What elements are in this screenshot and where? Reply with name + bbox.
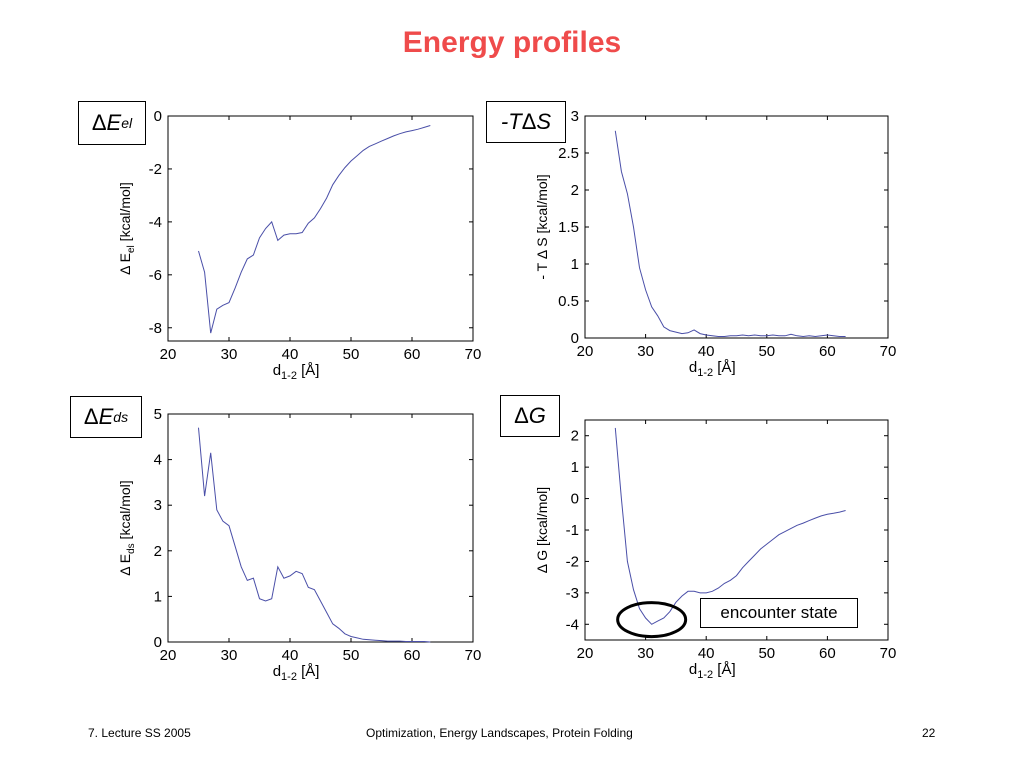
x-tick-label: 20 [160,346,177,363]
plot-panel-2: 20 30 40 50 60 70 0 0.5 1 1.5 2 2.5 3 d1-2 [Å] - T Δ S… [534,108,896,379]
x-tick-label: 60 [819,645,836,662]
x-axis-label: d1-2 [Å] [273,663,320,683]
x-tick-label: 70 [880,343,897,360]
y-axis-label: Δ G [kcal/mol] [534,487,550,573]
x-tick-label: 20 [160,647,177,664]
series-line [198,427,431,643]
plot-panel-3: 20 30 40 50 60 70 0 1 2 3 4 5 d1-2 [Å] Δ Eds [kcal/mo… [117,406,481,683]
x-tick-label: 20 [577,343,594,360]
encounter-state-annotation: encounter state [700,598,858,628]
x-axis-label: d1-2 [Å] [689,661,736,681]
x-tick-label: 40 [698,343,715,360]
x-tick-label: 70 [465,647,482,664]
y-tick-label: 0 [154,634,162,651]
y-tick-label: -8 [149,320,162,337]
y-tick-label: 0 [154,108,162,125]
y-tick-label: 1 [571,256,579,273]
y-tick-label: 2 [571,428,579,445]
y-tick-label: -1 [566,522,579,539]
y-tick-label: 2 [154,543,162,560]
plot-frame [167,115,474,342]
x-axis-label: d1-2 [Å] [273,362,320,382]
y-tick-label: -2 [566,553,579,570]
y-tick-label: 1 [154,588,162,605]
footer-right: 22 [922,726,936,740]
series-line [614,130,846,338]
x-tick-label: 20 [577,645,594,662]
x-tick-label: 60 [404,346,421,363]
plot-frame [167,413,474,643]
plot-panel-4: 20 30 40 50 60 70 -4 -3 -2 -1 0 1 2 d1-2 [Å] Δ G [kcal… [534,419,897,681]
x-tick-label: 50 [343,346,360,363]
x-tick-label: 40 [698,645,715,662]
y-tick-label: 0.5 [558,293,579,310]
encounter-state-ellipse [616,601,688,639]
y-axis-label: - T Δ S [kcal/mol] [534,174,550,279]
y-tick-label: 1.5 [558,219,579,236]
y-axis-label: Δ Eel [kcal/mol] [117,182,137,275]
y-tick-label: 3 [154,497,162,514]
slide-title: Energy profiles [402,26,622,59]
series-line [614,427,846,625]
y-tick-label: 4 [154,452,162,469]
x-tick-label: 40 [282,647,299,664]
y-tick-label: 3 [571,108,579,125]
x-tick-label: 40 [282,346,299,363]
x-tick-label: 70 [465,346,482,363]
footer-left: 7. Lecture SS 2005 [88,726,191,740]
y-tick-label: 2 [571,182,579,199]
x-tick-label: 70 [880,645,897,662]
x-tick-label: 50 [758,343,775,360]
plot-panel-1: 20 30 40 50 60 70 -8 -6 -4 -2 0 d1-2 [Å] Δ Eel [kcal… [117,108,481,382]
x-tick-label: 60 [404,647,421,664]
x-tick-label: 30 [637,343,654,360]
y-axis-label: Δ Eds [kcal/mol] [117,480,137,575]
x-tick-label: 60 [819,343,836,360]
footer-center: Optimization, Energy Landscapes, Protein… [366,726,633,740]
x-tick-label: 30 [221,346,238,363]
y-tick-label: -2 [149,161,162,178]
x-tick-label: 50 [758,645,775,662]
x-tick-label: 50 [343,647,360,664]
x-axis-label: d1-2 [Å] [689,359,736,379]
y-tick-label: 0 [571,491,579,508]
y-tick-label: -3 [566,585,579,602]
x-tick-label: 30 [221,647,238,664]
y-tick-label: -6 [149,267,162,284]
panel-label-tds: -T Δ S [486,101,566,143]
y-tick-label: 1 [571,459,579,476]
series-line [198,125,431,334]
plot-frame [584,115,889,339]
y-tick-label: 0 [571,330,579,347]
y-tick-label: 5 [154,406,162,423]
y-tick-label: -4 [149,214,162,231]
y-tick-label: 2.5 [558,145,579,162]
x-tick-label: 30 [637,645,654,662]
y-tick-label: -4 [566,616,579,633]
